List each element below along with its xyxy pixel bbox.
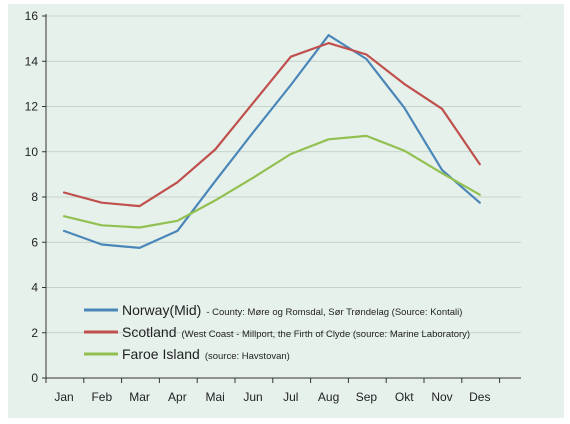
series-line-faroe-island — [62, 134, 481, 229]
plot-background — [8, 4, 564, 418]
legend-entry: Norway(Mid) - County: Møre og Romsdal, Sø… — [84, 302, 462, 318]
y-tick-label: 14 — [25, 54, 39, 68]
x-tick-label: Aug — [318, 390, 339, 404]
x-tick-label: Mai — [206, 390, 225, 404]
legend-series-name: Scotland — [122, 324, 176, 340]
legend-label: Faroe Island (source: Havstovan) — [122, 346, 290, 362]
axes — [42, 14, 521, 383]
x-tick-label: Nov — [431, 390, 452, 404]
y-tick-label: 10 — [25, 145, 39, 159]
legend-series-source: - County: Møre og Romsdal, Sør Trøndelag… — [206, 307, 462, 318]
y-tick-label: 12 — [25, 100, 39, 114]
x-tick-label: Feb — [91, 390, 112, 404]
gridlines — [46, 15, 521, 334]
y-tick-label: 6 — [31, 235, 38, 249]
legend-entry: Faroe Island (source: Havstovan) — [84, 346, 290, 362]
x-tick-label: Jul — [283, 390, 298, 404]
x-tick-label: Des — [469, 390, 490, 404]
series-lines — [62, 34, 481, 249]
x-tick-label: Sep — [356, 390, 378, 404]
series-line-scotland — [62, 41, 481, 208]
x-tick-label: Apr — [168, 390, 187, 404]
x-tick-label: Okt — [395, 390, 414, 404]
legend-series-source: (West Coast - Millport, the Firth of Cly… — [181, 329, 470, 340]
legend-series-name: Norway(Mid) — [122, 302, 201, 318]
y-tick-label: 4 — [31, 281, 38, 295]
legend: Norway(Mid) - County: Møre og Romsdal, Sø… — [84, 302, 470, 362]
legend-label: Norway(Mid) - County: Møre og Romsdal, Sø… — [122, 302, 462, 318]
y-tick-label: 2 — [31, 326, 38, 340]
y-tick-label: 16 — [25, 9, 39, 23]
series-line-norway-mid — [62, 34, 481, 249]
y-tick-labels: 0 2 4 6 8 10 12 14 16 — [25, 9, 39, 385]
legend-series-name: Faroe Island — [122, 346, 200, 362]
legend-series-source: (source: Havstovan) — [205, 351, 290, 362]
y-tick-label: 0 — [31, 371, 38, 385]
x-tick-label: Jan — [54, 390, 73, 404]
legend-label: Scotland (West Coast - Millport, the Firt… — [122, 324, 470, 340]
x-tick-labels: Jan Feb Mar Apr Mai Jun Jul Aug Sep Okt Nov Des — [54, 390, 490, 404]
y-tick-label: 8 — [31, 190, 38, 204]
x-tick-label: Mar — [129, 390, 150, 404]
x-tick-label: Jun — [243, 390, 262, 404]
legend-entry: Scotland (West Coast - Millport, the Firt… — [84, 324, 470, 340]
